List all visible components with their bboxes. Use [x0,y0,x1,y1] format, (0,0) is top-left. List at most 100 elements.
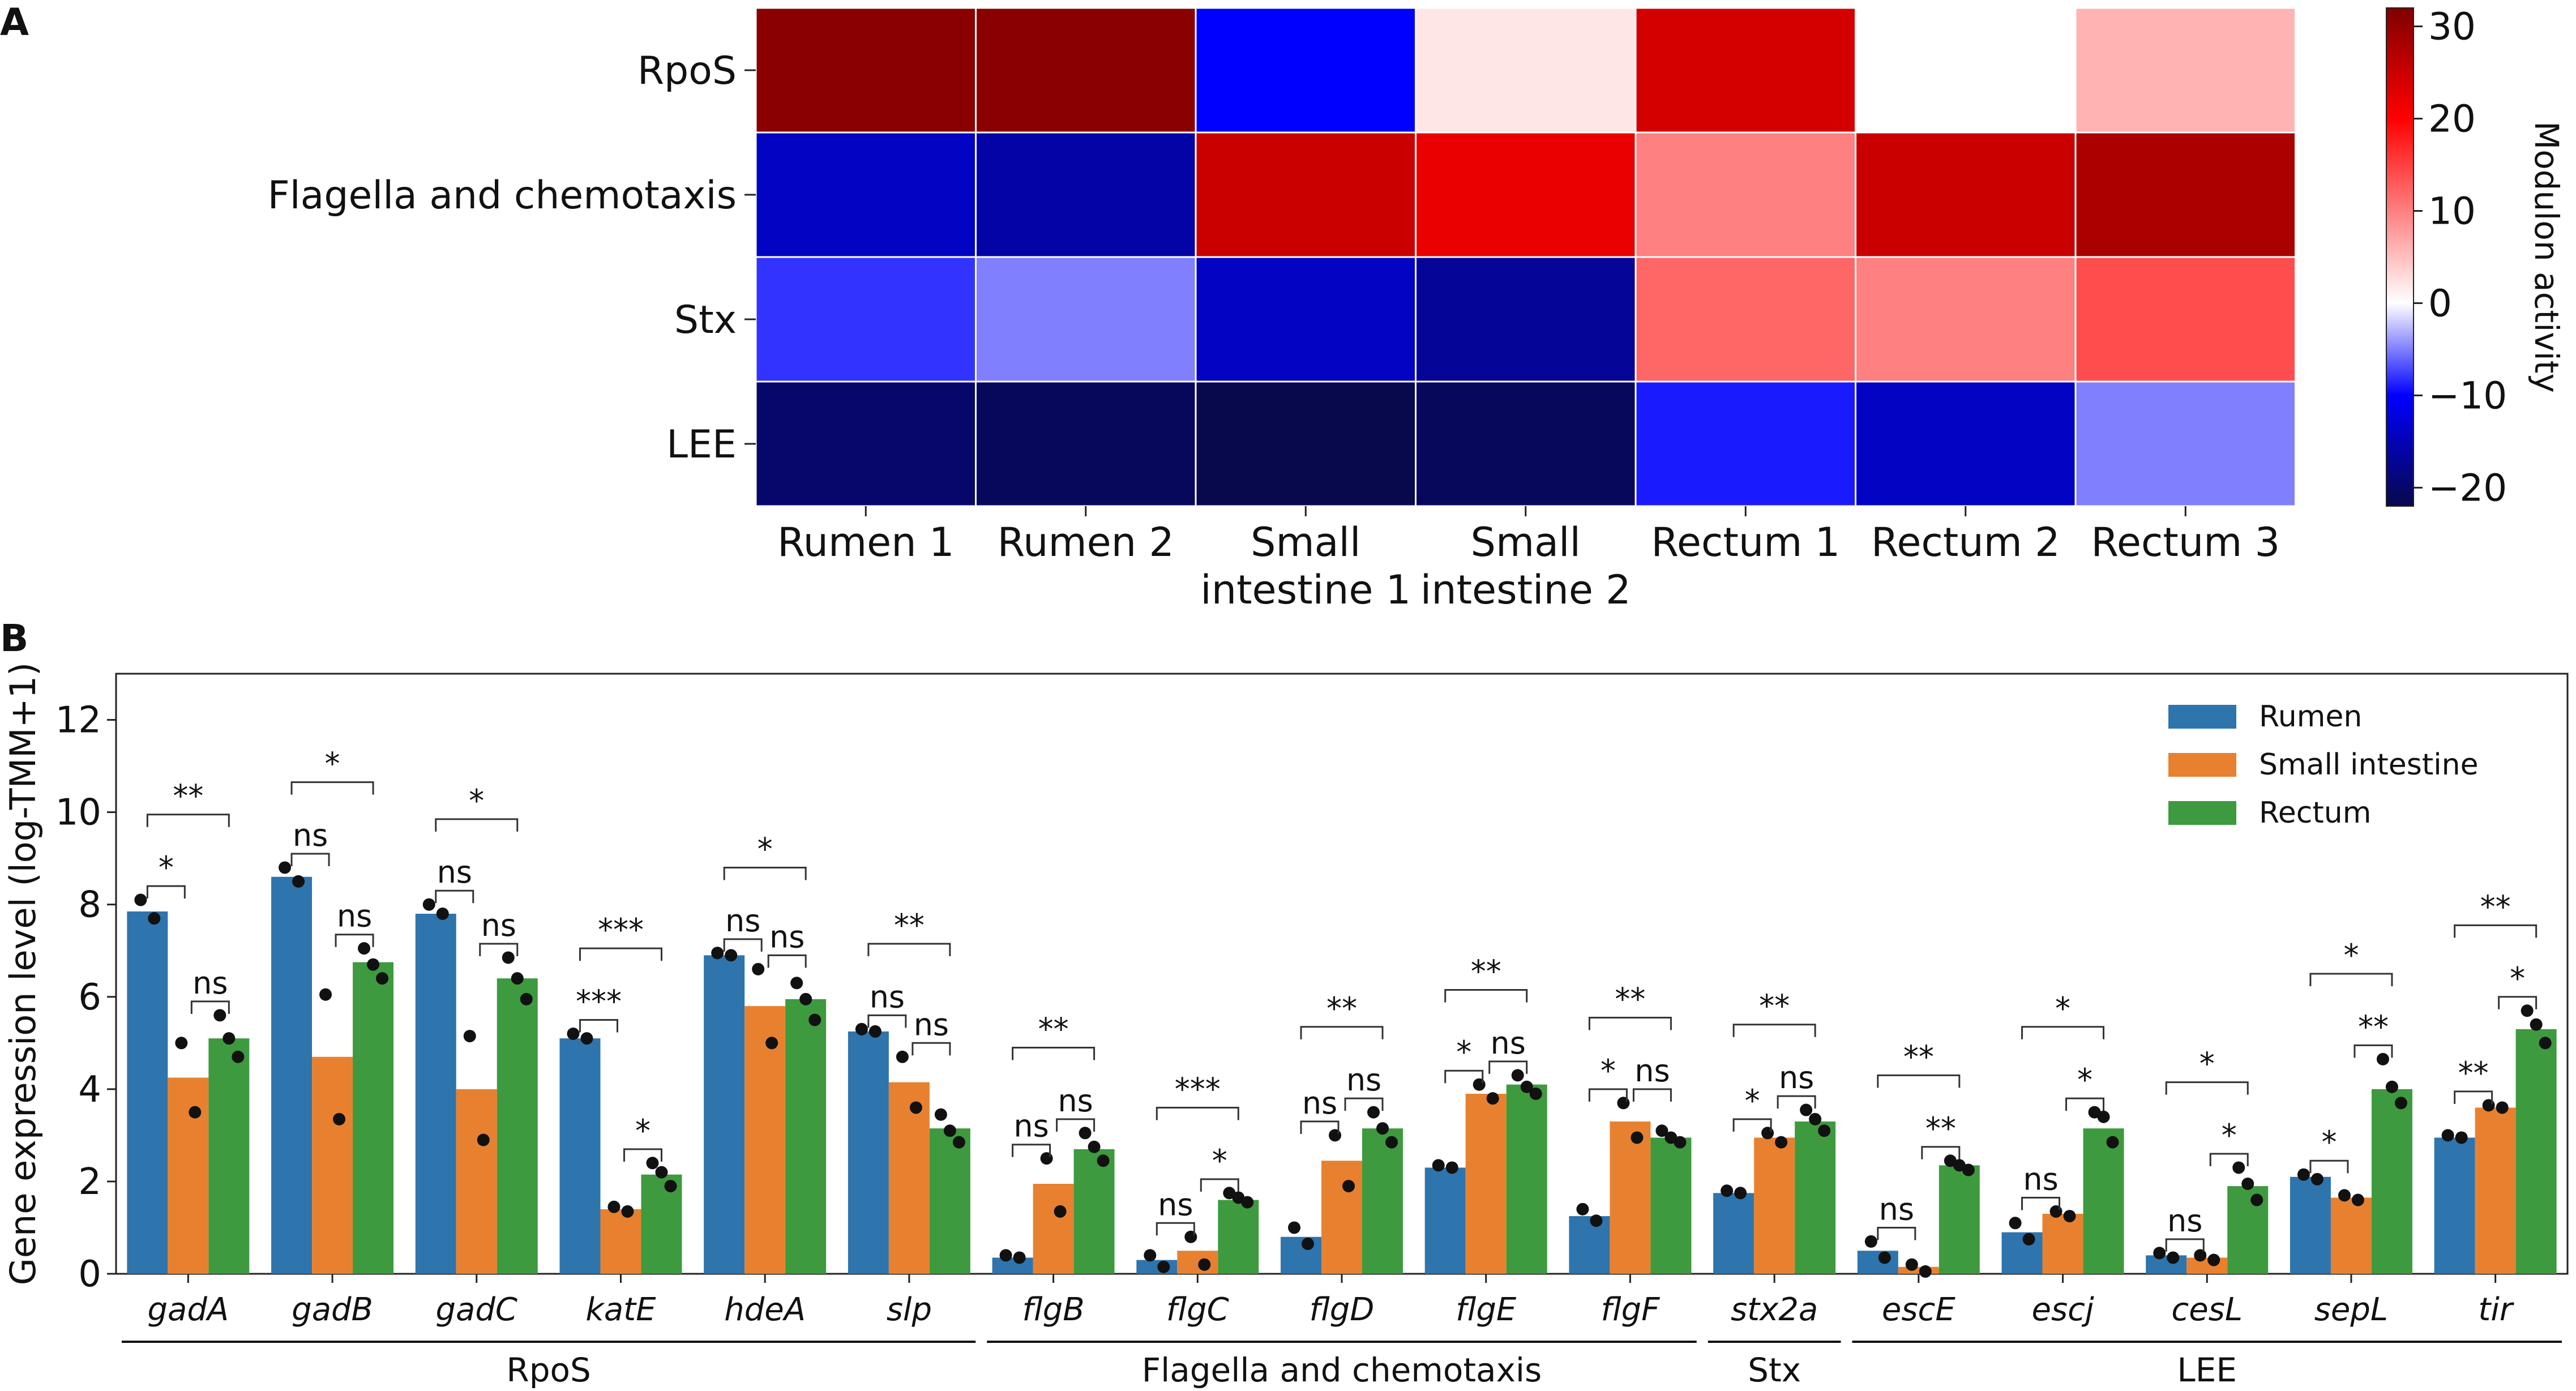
heatmap-cell-stx-rumen-1 [755,256,977,383]
replicate-point [2194,1249,2207,1262]
bar-rumen-flgB [992,1257,1033,1274]
bar-rumen-gadC [415,914,456,1274]
significance-label: * [1745,1083,1760,1119]
significance-bracket [1588,1016,1672,1030]
significance-label: * [2321,1124,2337,1160]
significance-bracket [2309,1159,2349,1174]
significance-label: ns [914,1007,949,1042]
replicate-point [2394,1097,2407,1110]
significance-bracket [1344,1097,1384,1111]
significance-label: ns [1013,1108,1049,1144]
heatmap-cell-flagella-and-chemotaxis-rumen-2 [975,131,1197,258]
significance-label: *** [1175,1071,1221,1107]
replicate-point [1818,1124,1831,1137]
replicate-point [896,1050,909,1063]
significance-bracket [1632,1088,1672,1102]
replicate-point [1919,1265,1932,1278]
significance-bracket [290,853,330,866]
significance-bracket [1156,1222,1195,1236]
replicate-point [1800,1103,1813,1116]
significance-bracket [1444,989,1528,1003]
replicate-point [2455,1131,2468,1144]
significance-bracket [290,781,374,795]
gene-label-gadA: gadA [147,1291,229,1328]
replicate-point [232,1050,245,1063]
heatmap-cell-flagella-and-chemotaxis-small-intestine-2 [1415,131,1637,258]
replicate-point [943,1124,956,1137]
heatmap-cell-stx-rectum-2 [1855,256,2077,383]
replicate-point [2097,1110,2110,1123]
significance-bracket [1777,1095,1816,1109]
replicate-point [711,947,724,960]
bar-rectum-sepL [2371,1089,2412,1274]
significance-label: ns [1158,1187,1193,1222]
significance-bracket [1588,1088,1628,1102]
heatmap-cell-stx-small-intestine-1 [1195,256,1417,383]
heatmap-cell-flagella-and-chemotaxis-rumen-1 [755,131,977,258]
heatmap-cell-rpos-rectum-3 [2074,7,2296,134]
significance-label: ns [1058,1083,1093,1119]
heatmap-row-label: LEE [666,422,737,467]
replicate-point [799,992,812,1005]
bar-rumen-gadA [127,911,168,1274]
bar-rumen-stx2a [1713,1193,1755,1274]
significance-bracket [190,1000,230,1014]
significance-label: ** [894,908,925,943]
bar-small-intestine-gadA [168,1077,209,1274]
heatmap-cell-lee-rectum-2 [1855,380,2077,507]
replicate-point [1617,1097,1630,1110]
significance-label: * [2222,1118,2237,1153]
bar-small-intestine-flgB [1033,1184,1074,1274]
bar-rectum-flgE [1506,1084,1547,1274]
significance-bracket [1200,1178,1239,1192]
gene-label-cesL: cesL [2171,1291,2243,1328]
significance-label: ns [1879,1191,1914,1227]
bar-small-intestine-flgD [1321,1161,1362,1274]
bar-rumen-escE [1857,1251,1898,1274]
heatmap-cell-rpos-rectum-1 [1634,7,1856,134]
bar-small-intestine-flgE [1465,1094,1507,1274]
legend-label-rumen: Rumen [2259,700,2362,734]
gene-label-escE: escE [1882,1291,1955,1328]
panel-a-label: A [0,1,29,44]
y-tick-label: 10 [55,792,101,834]
replicate-point [1486,1092,1499,1105]
bar-small-intestine-stx2a [1754,1137,1795,1274]
significance-label: ** [2480,889,2511,925]
replicate-point [376,972,389,985]
bar-rumen-escj [2001,1232,2043,1274]
bar-small-intestine-gadB [312,1056,353,1274]
heatmap-cell-flagella-and-chemotaxis-small-intestine-1 [1195,131,1417,258]
replicate-point [2153,1247,2166,1260]
bar-rectum-flgC [1218,1200,1259,1274]
significance-label: ** [2358,1009,2389,1045]
gene-label-flgB: flgB [1022,1291,1085,1328]
significance-label: * [1601,1053,1616,1089]
significance-bracket [1012,1046,1096,1060]
replicate-point [2297,1168,2310,1181]
replicate-point [725,949,738,962]
bar-rectum-flgF [1650,1137,1692,1274]
significance-bracket [335,934,374,947]
replicate-point [2530,1018,2543,1031]
gene-label-flgC: flgC [1166,1291,1229,1328]
replicate-point [175,1037,188,1050]
y-tick-label: 0 [78,1253,101,1295]
significance-label: * [2055,991,2070,1026]
replicate-point [1432,1159,1445,1172]
heatmap-cell-flagella-and-chemotaxis-rectum-3 [2074,131,2296,258]
significance-label: ** [173,778,203,814]
gene-label-flgE: flgE [1456,1291,1517,1328]
significance-bracket [2498,996,2538,1009]
significance-label: ns [1634,1053,1670,1089]
colorbar-tick-label: 30 [2428,5,2476,49]
replicate-point [134,893,147,906]
heatmap-col-label: Rumen 1 [777,519,954,566]
gene-label-slp: slp [887,1291,932,1328]
replicate-point [2063,1210,2076,1223]
significance-bracket [479,943,519,956]
replicate-point [520,992,533,1005]
replicate-point [148,912,161,925]
replicate-point [2385,1080,2398,1093]
replicate-point [2167,1251,2180,1264]
